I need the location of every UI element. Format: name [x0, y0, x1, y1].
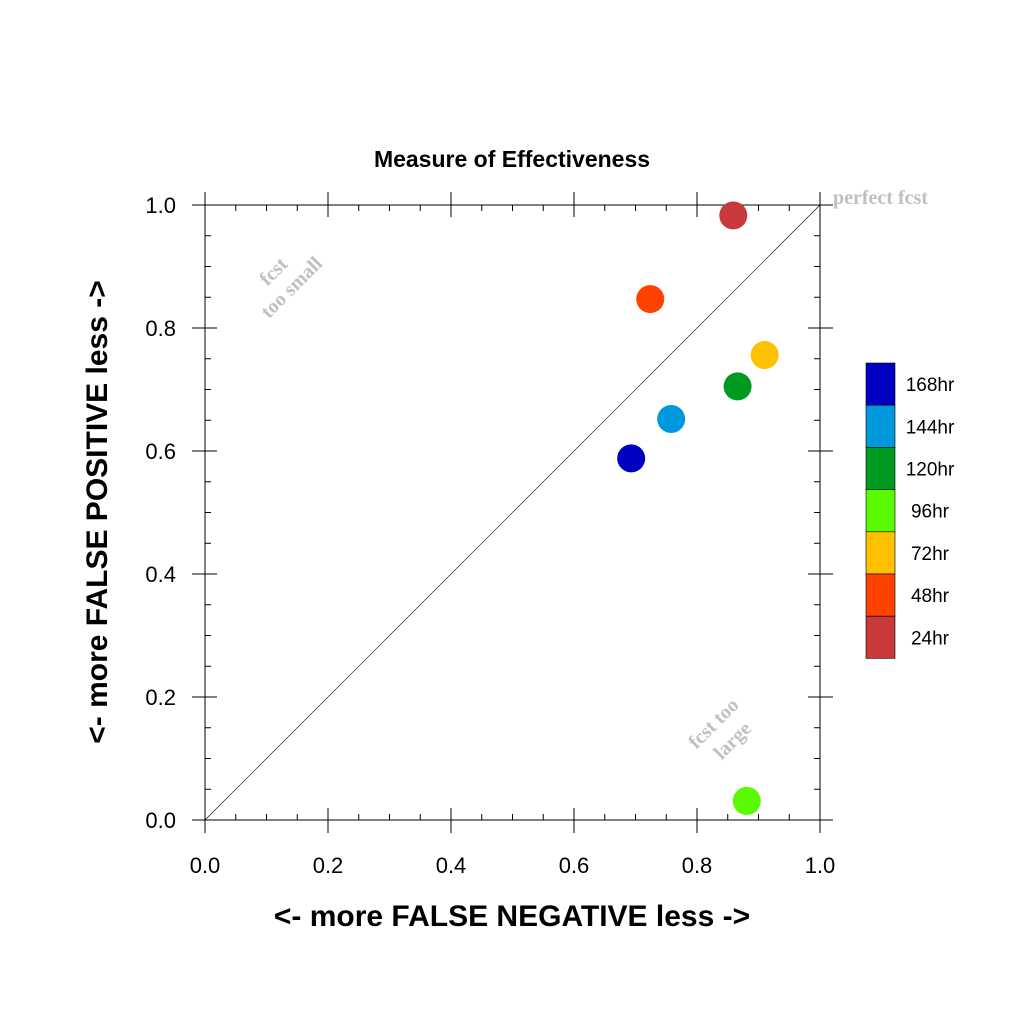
- y-tick-label: 0.2: [145, 685, 176, 710]
- legend-label-120hr: 120hr: [906, 460, 955, 481]
- legend: 168hr 144hr 120hr 96hr 72hr 48hr 24hr: [865, 362, 955, 659]
- x-tick-label: 0.6: [559, 853, 590, 878]
- axis-ticks: 0.0 0.2 0.4 0.6 0.8 1.0 0.0 0.2 0.4 0.6 0.8 1.0: [145, 192, 835, 878]
- legend-label-96hr: 96hr: [911, 502, 950, 523]
- data-point-96hr: [732, 786, 761, 815]
- y-tick-label: 0.8: [145, 316, 176, 341]
- chart-title: Measure of Effectiveness: [374, 146, 650, 172]
- data-point-24hr: [719, 201, 748, 230]
- plot-frame: [204, 204, 821, 821]
- x-axis-title: <- more FALSE NEGATIVE less ->: [274, 900, 750, 933]
- y-tick-label: 0.6: [145, 439, 176, 464]
- y-tick-label: 0.4: [145, 562, 176, 587]
- legend-label-48hr: 48hr: [911, 586, 950, 607]
- legend-swatch-168hr: [865, 362, 896, 406]
- x-tick-label: 1.0: [805, 853, 836, 878]
- x-tick-label: 0.4: [436, 853, 467, 878]
- data-point-120hr: [723, 372, 752, 401]
- x-tick-label: 0.0: [190, 853, 221, 878]
- data-points: [617, 201, 779, 815]
- data-point-72hr: [750, 341, 779, 370]
- legend-label-168hr: 168hr: [906, 375, 955, 396]
- x-tick-label: 0.2: [313, 853, 344, 878]
- legend-swatch-144hr: [865, 404, 896, 448]
- annotation-perfect-fcst: perfect fcst: [833, 187, 928, 209]
- data-point-48hr: [636, 285, 665, 314]
- reference-diagonal-line: [204, 204, 821, 821]
- legend-label-144hr: 144hr: [906, 417, 955, 438]
- legend-label-72hr: 72hr: [911, 544, 950, 565]
- y-tick-label: 0.0: [145, 808, 176, 833]
- data-point-144hr: [657, 405, 686, 434]
- y-tick-label: 1.0: [145, 193, 176, 218]
- data-point-168hr: [617, 444, 646, 473]
- annotations: fcst too small fcst too large perfect fc…: [255, 187, 928, 764]
- legend-swatch-72hr: [865, 531, 896, 575]
- reference-layer: [204, 204, 821, 821]
- legend-swatch-24hr: [865, 615, 896, 659]
- legend-swatch-120hr: [865, 447, 896, 490]
- legend-swatch-48hr: [865, 573, 896, 617]
- legend-label-24hr: 24hr: [911, 628, 950, 649]
- x-tick-label: 0.8: [682, 853, 713, 878]
- legend-swatch-96hr: [865, 489, 896, 533]
- y-axis-title: <- more FALSE POSITIVE less ->: [81, 280, 114, 744]
